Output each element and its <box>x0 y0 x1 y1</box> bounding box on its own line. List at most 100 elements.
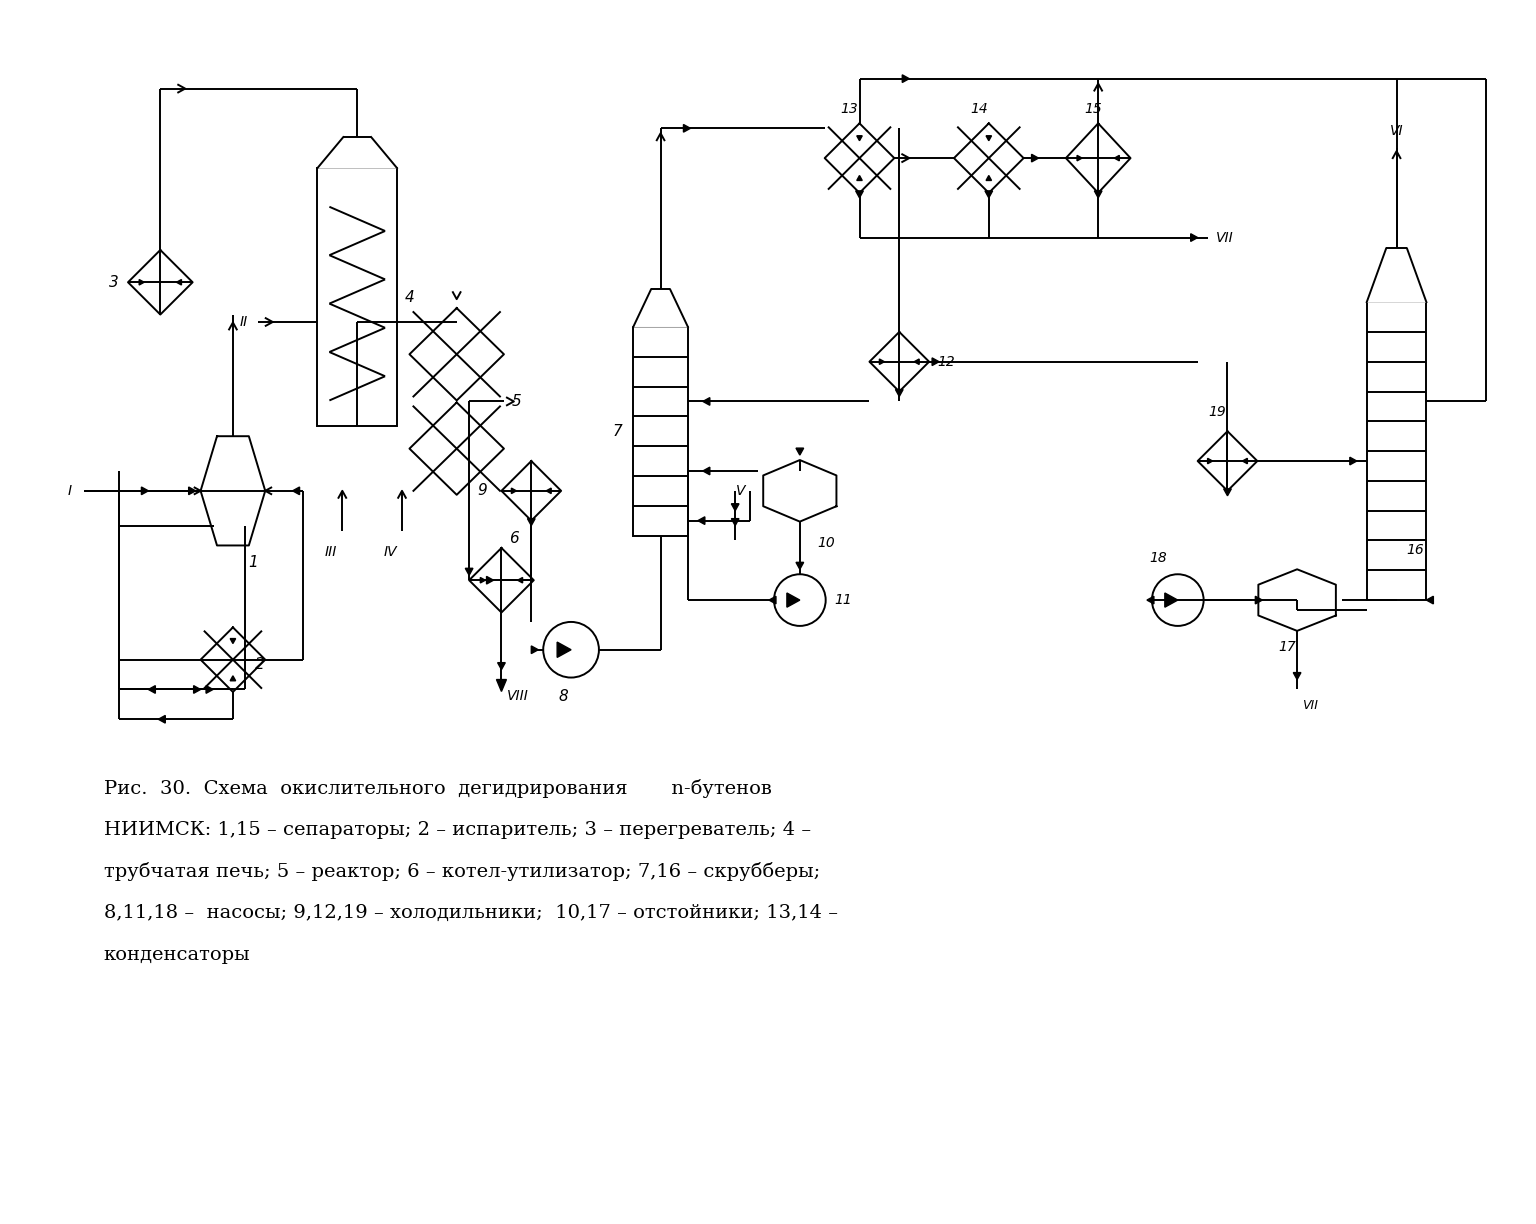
Polygon shape <box>880 359 885 365</box>
Polygon shape <box>230 639 235 644</box>
Polygon shape <box>177 279 181 285</box>
Polygon shape <box>1258 569 1336 630</box>
Text: VI: VI <box>1390 125 1404 138</box>
Text: 15: 15 <box>1084 103 1103 116</box>
Polygon shape <box>498 662 505 670</box>
Bar <box>633 327 688 536</box>
Polygon shape <box>481 578 485 583</box>
Polygon shape <box>292 487 300 494</box>
Polygon shape <box>786 592 800 607</box>
Polygon shape <box>547 488 551 493</box>
Text: 6: 6 <box>510 531 519 546</box>
Polygon shape <box>895 389 903 397</box>
Circle shape <box>774 574 826 625</box>
Polygon shape <box>796 562 803 569</box>
Polygon shape <box>825 124 894 193</box>
Text: Рис.  30.  Схема  окислительного  дегидрирования       n-бутенов: Рис. 30. Схема окислительного дегидриров… <box>103 778 771 798</box>
Text: II: II <box>240 315 247 329</box>
Polygon shape <box>796 448 803 455</box>
Polygon shape <box>468 548 535 612</box>
Text: 10: 10 <box>817 536 836 550</box>
Text: V: V <box>736 483 745 498</box>
Bar <box>318 168 396 426</box>
Polygon shape <box>1243 458 1247 464</box>
Text: IV: IV <box>384 546 396 559</box>
Polygon shape <box>914 359 919 365</box>
Text: III: III <box>326 546 338 559</box>
Polygon shape <box>127 250 192 315</box>
Polygon shape <box>1255 596 1263 603</box>
Polygon shape <box>501 461 561 520</box>
Text: 17: 17 <box>1278 640 1296 654</box>
Polygon shape <box>531 646 538 654</box>
Polygon shape <box>1367 248 1427 302</box>
Polygon shape <box>1164 592 1178 607</box>
Text: 8,11,18 –  насосы; 9,12,19 – холодильники;  10,17 – отстойники; 13,14 –: 8,11,18 – насосы; 9,12,19 – холодильники… <box>103 905 837 922</box>
Text: 19: 19 <box>1209 405 1226 420</box>
Text: трубчатая печь; 5 – реактор; 6 – котел-утилизатор; 7,16 – скрубберы;: трубчатая печь; 5 – реактор; 6 – котел-у… <box>103 862 820 881</box>
Polygon shape <box>410 308 504 400</box>
Text: 7: 7 <box>613 424 622 438</box>
Polygon shape <box>140 279 144 285</box>
Polygon shape <box>318 137 396 168</box>
Polygon shape <box>770 596 776 603</box>
Text: НИИМСК: 1,15 – сепараторы; 2 – испаритель; 3 – перегреватель; 4 –: НИИМСК: 1,15 – сепараторы; 2 – испарител… <box>103 820 811 838</box>
Text: 1: 1 <box>247 556 258 570</box>
Text: 2: 2 <box>255 657 264 672</box>
Text: конденсаторы: конденсаторы <box>103 946 250 963</box>
Polygon shape <box>518 578 522 583</box>
Polygon shape <box>869 332 929 392</box>
Text: 13: 13 <box>840 103 859 116</box>
Text: 16: 16 <box>1407 543 1424 557</box>
Text: VII: VII <box>1215 230 1233 245</box>
Text: VIII: VIII <box>507 689 528 704</box>
Polygon shape <box>189 487 195 494</box>
Polygon shape <box>703 398 710 405</box>
Polygon shape <box>731 504 739 510</box>
Polygon shape <box>703 468 710 475</box>
Polygon shape <box>194 685 201 693</box>
Text: 3: 3 <box>109 274 118 290</box>
Polygon shape <box>902 75 909 82</box>
Text: VII: VII <box>1303 699 1318 712</box>
Polygon shape <box>410 403 504 494</box>
Polygon shape <box>158 716 166 723</box>
Polygon shape <box>1207 458 1212 464</box>
Text: 12: 12 <box>937 355 955 368</box>
Polygon shape <box>633 289 688 327</box>
Polygon shape <box>558 643 571 657</box>
Polygon shape <box>1077 155 1081 160</box>
Text: 9: 9 <box>478 483 487 498</box>
Polygon shape <box>149 685 155 693</box>
Polygon shape <box>731 519 739 525</box>
Polygon shape <box>1066 124 1130 193</box>
Polygon shape <box>932 357 938 366</box>
Polygon shape <box>230 676 235 681</box>
Polygon shape <box>697 517 705 524</box>
Polygon shape <box>684 125 690 132</box>
Text: I: I <box>68 483 72 498</box>
Text: 18: 18 <box>1149 551 1167 565</box>
Polygon shape <box>201 628 266 692</box>
Polygon shape <box>954 124 1023 193</box>
Polygon shape <box>763 460 837 521</box>
Text: 14: 14 <box>969 103 988 116</box>
Polygon shape <box>1147 596 1154 603</box>
Text: 11: 11 <box>834 594 852 607</box>
Polygon shape <box>986 136 992 141</box>
Polygon shape <box>1032 154 1038 162</box>
Polygon shape <box>1224 488 1232 496</box>
Polygon shape <box>857 175 862 180</box>
Bar <box>1367 302 1427 600</box>
Polygon shape <box>527 519 535 525</box>
Polygon shape <box>1114 155 1120 160</box>
Polygon shape <box>496 679 507 692</box>
Polygon shape <box>1293 672 1301 679</box>
Polygon shape <box>511 488 516 493</box>
Polygon shape <box>465 568 473 575</box>
Text: 5: 5 <box>511 394 521 409</box>
Polygon shape <box>1350 458 1356 465</box>
Polygon shape <box>141 487 149 494</box>
Polygon shape <box>206 685 214 693</box>
Polygon shape <box>985 191 992 198</box>
